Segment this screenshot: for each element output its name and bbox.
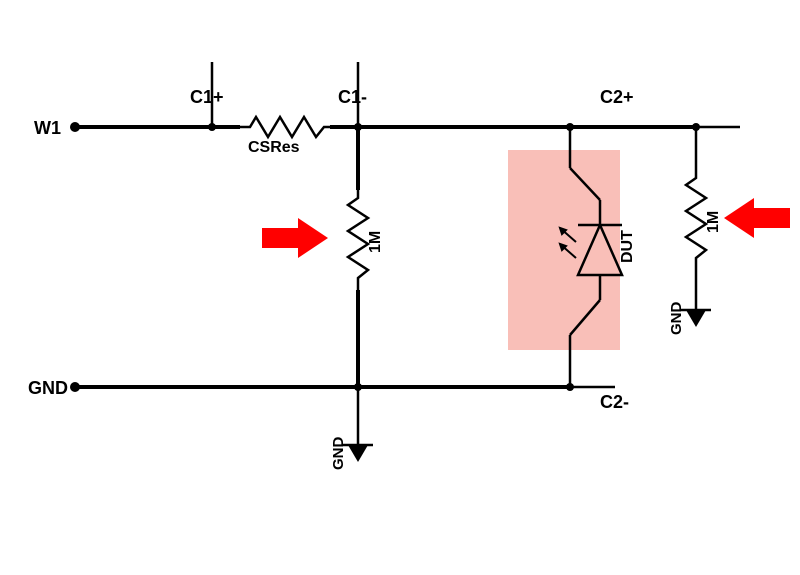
ground-right [681, 310, 711, 327]
node-dut-bot [566, 383, 574, 391]
node-c1m [354, 123, 362, 131]
label-c1m: C1- [338, 87, 367, 107]
resistor-csres [240, 117, 330, 137]
node-gndL [70, 382, 80, 392]
resistor-1m-right [686, 170, 706, 270]
label-c1p: C1+ [190, 87, 224, 107]
label-c2m: C2- [600, 392, 629, 412]
node-c2p [566, 123, 574, 131]
label-w1: W1 [34, 118, 61, 138]
arrow-right [724, 198, 790, 238]
node-right-top [692, 123, 700, 131]
label-c2p: C2+ [600, 87, 634, 107]
label-gnd-right: GND [668, 302, 685, 336]
circuit-schematic: W1 GND C1+ C1- C2+ C2- CSRes 1M 1M DUT G… [0, 0, 800, 575]
arrow-left [262, 218, 328, 258]
label-1m-left: 1M [367, 231, 384, 253]
node-w1 [70, 122, 80, 132]
dut-highlight [508, 150, 620, 350]
resistor-1m-left [348, 190, 368, 290]
node-c1p [208, 123, 216, 131]
label-csres: CSRes [248, 139, 300, 156]
label-dut: DUT [619, 230, 636, 263]
label-gnd-center: GND [330, 437, 347, 471]
label-1m-right: 1M [705, 211, 722, 233]
ground-center [343, 445, 373, 462]
label-gnd: GND [28, 378, 68, 398]
node-c1m-bot [354, 383, 362, 391]
